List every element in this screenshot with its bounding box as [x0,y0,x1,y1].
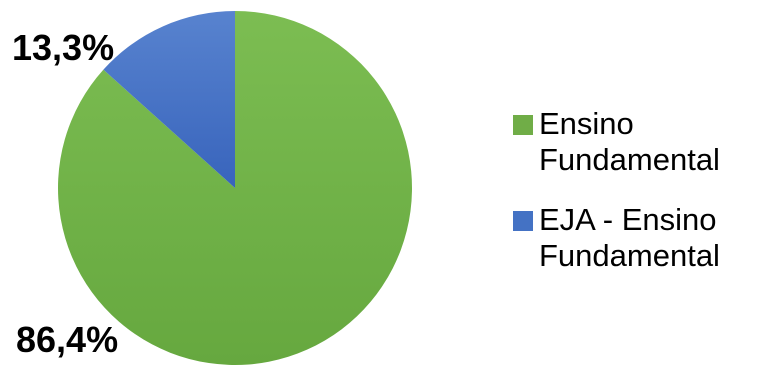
legend-label-line2: Fundamental [539,238,720,273]
legend: Ensino Fundamental EJA - Ensino Fundamen… [513,106,763,298]
legend-swatch-green [513,115,533,135]
legend-item-ensino-fundamental: Ensino Fundamental [513,106,763,178]
legend-label-line1: EJA - Ensino [539,202,717,237]
legend-swatch-blue [513,211,533,231]
legend-label-line1: Ensino [539,106,634,141]
data-label-ensino-fundamental: 86,4% [16,319,119,360]
pie-slice-eja-ensino-fundamental [103,11,235,188]
legend-item-eja-ensino-fundamental: EJA - Ensino Fundamental [513,202,763,274]
legend-label-line2: Fundamental [539,142,720,177]
data-label-eja-ensino-fundamental: 13,3% [12,27,115,68]
